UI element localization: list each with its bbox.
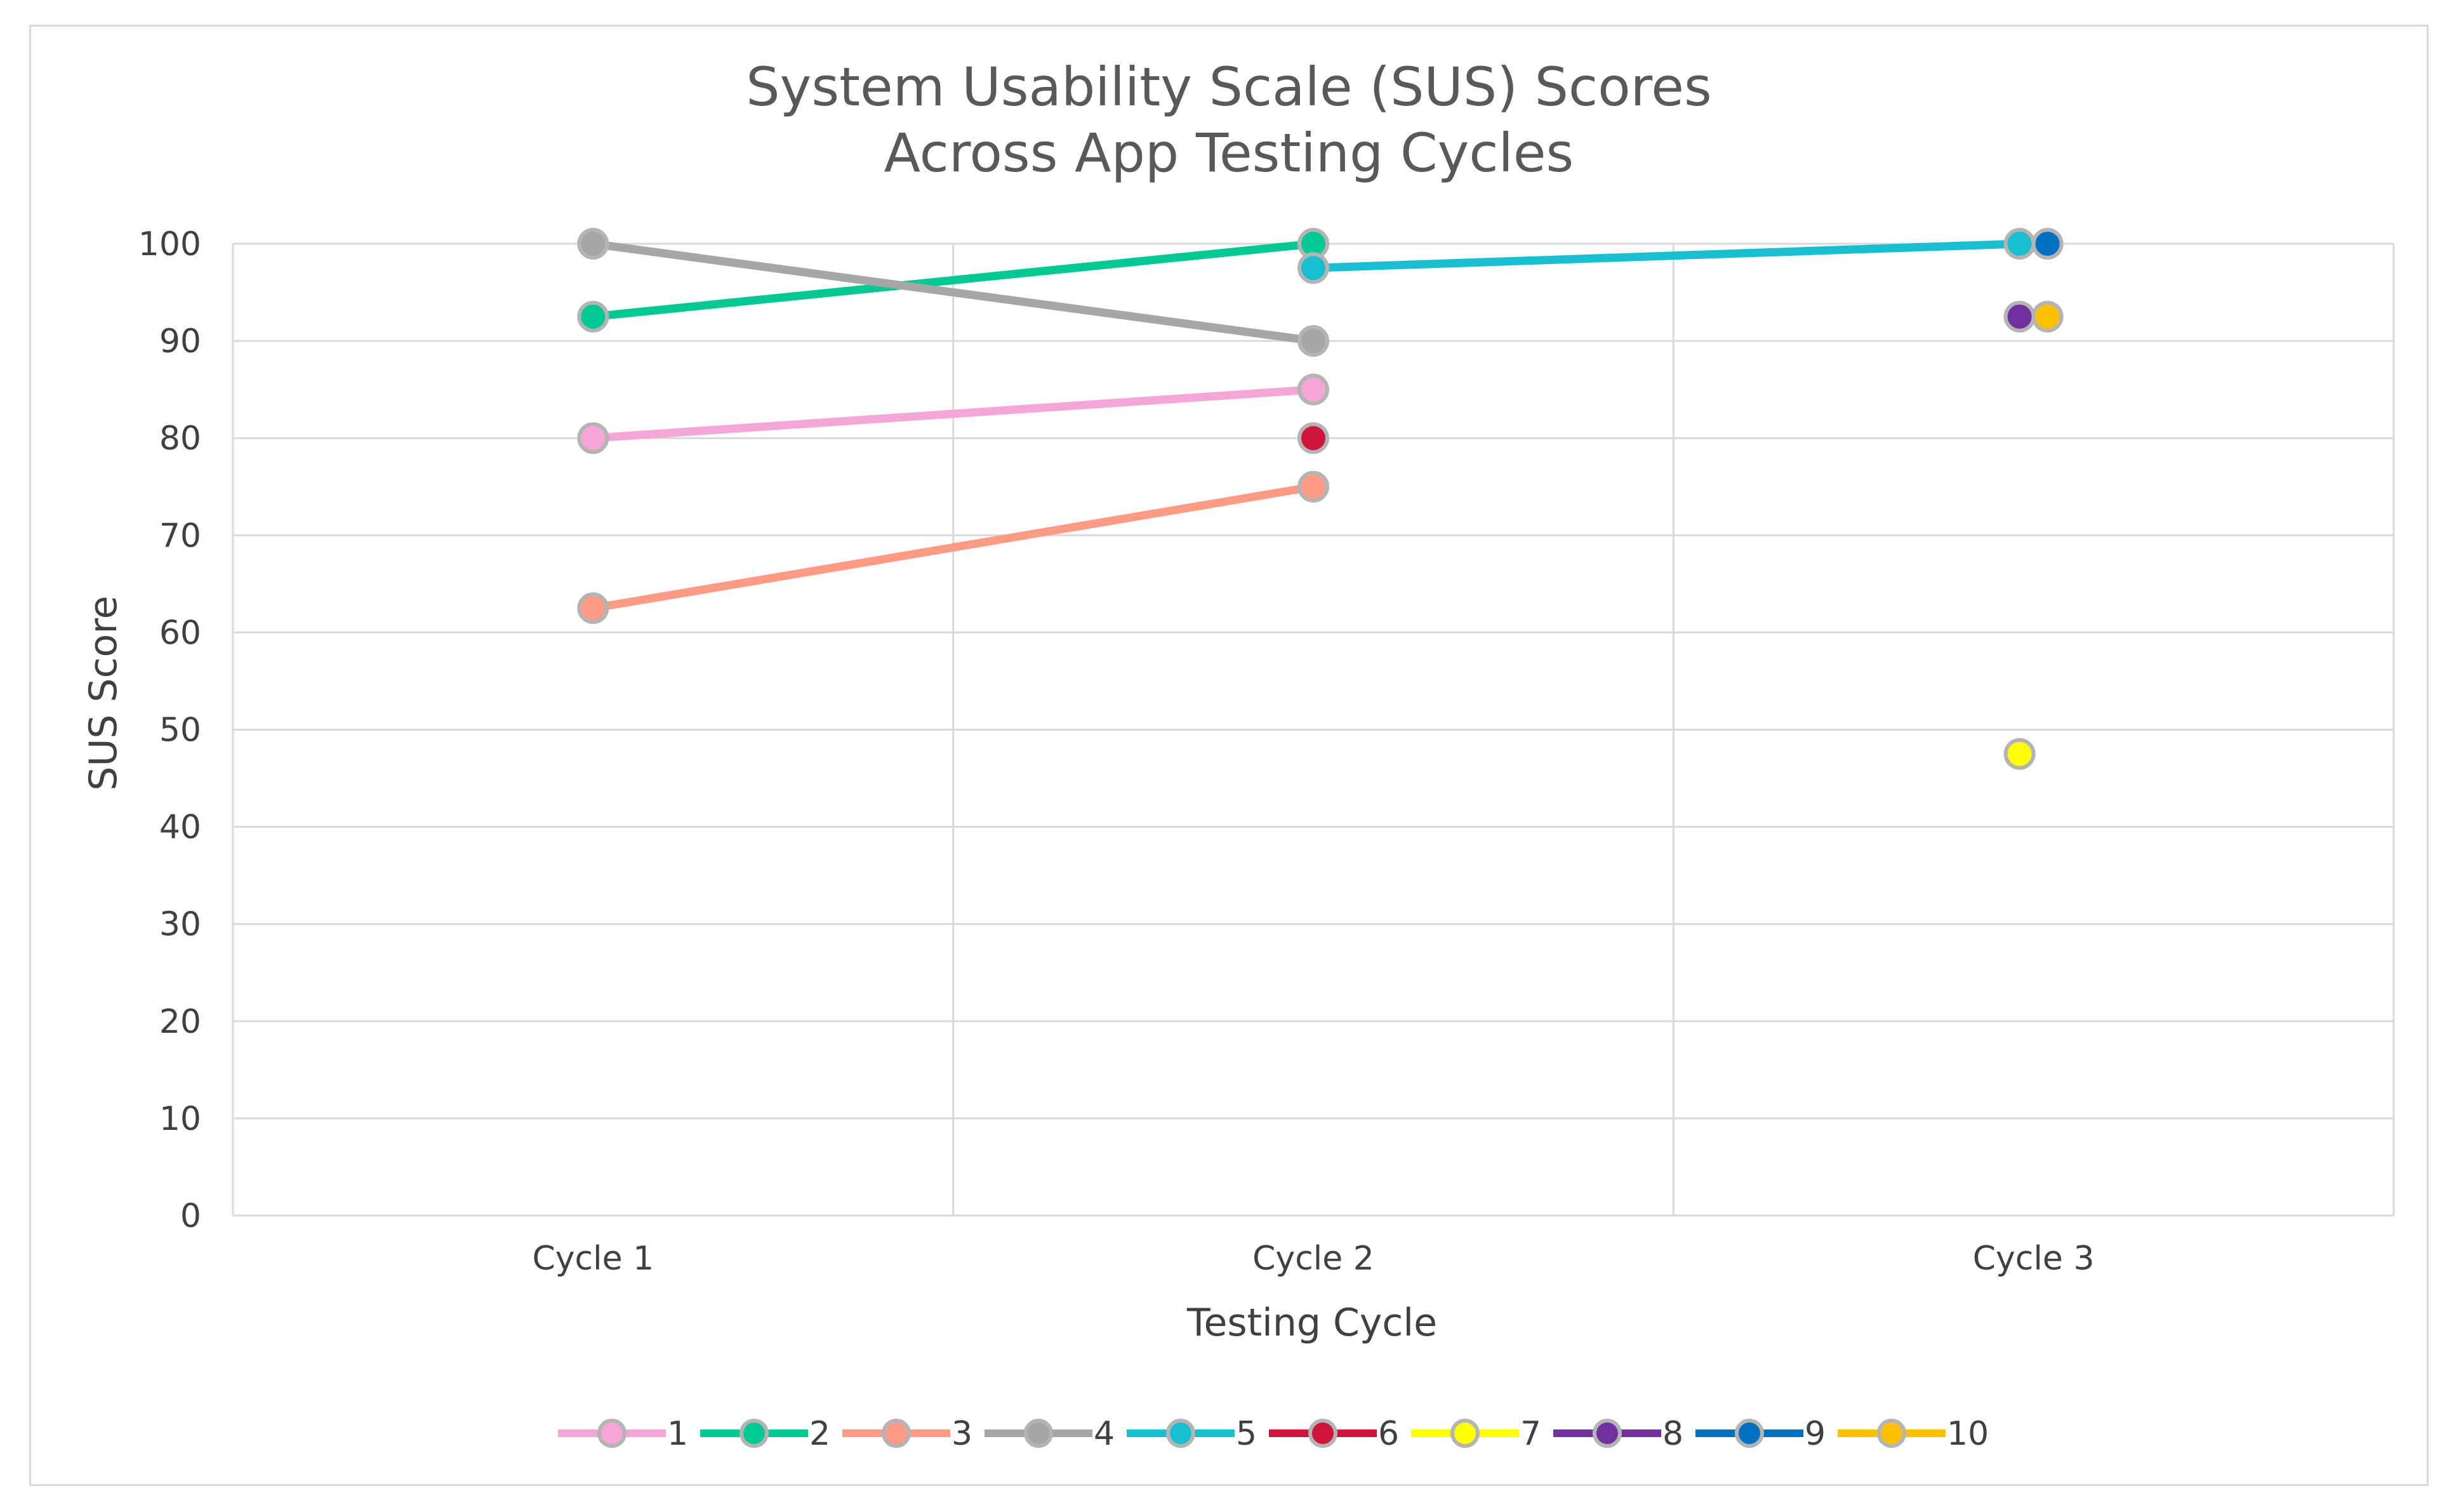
legend-item: 6: [1269, 1415, 1399, 1453]
series-8: [2003, 300, 2036, 333]
legend-marker: [1877, 1419, 1906, 1448]
y-tick-label: 90: [159, 322, 201, 361]
legend-label: 9: [1805, 1415, 1826, 1453]
legend-marker: [597, 1419, 627, 1448]
legend-label: 4: [1094, 1415, 1115, 1453]
y-tick-label: 40: [159, 809, 201, 847]
legend-label: 3: [952, 1415, 972, 1453]
data-point: [2031, 228, 2064, 260]
chart-title-line-2: Across App Testing Cycles: [884, 122, 1574, 184]
legend-item: 7: [1411, 1415, 1541, 1453]
legend-marker: [1450, 1419, 1480, 1448]
data-point: [1297, 470, 1329, 503]
data-point: [1297, 422, 1329, 454]
series-line: [592, 482, 1315, 613]
legend: 1 2 3 4 5 6 7 8 9 10: [558, 1415, 1989, 1453]
data-point: [1297, 373, 1329, 406]
series-6: [1297, 422, 1329, 454]
series-5: [1297, 228, 2036, 284]
legend-item: 2: [700, 1415, 830, 1453]
legend-item: 1: [558, 1415, 688, 1453]
series-9: [2031, 228, 2064, 260]
legend-item: 9: [1695, 1415, 1826, 1453]
series-line: [592, 239, 1314, 321]
y-tick-label: 30: [159, 906, 201, 944]
chart-title-line-1: System Usability Scale (SUS) Scores: [746, 56, 1711, 118]
series-1: [577, 373, 1329, 454]
x-axis-title: Testing Cycle: [1186, 1301, 1437, 1345]
y-tick-labels: 0 10 20 30 40 50 60 70 80 90 100: [138, 225, 201, 1235]
legend-marker: [1166, 1419, 1195, 1448]
legend-marker: [1735, 1419, 1764, 1448]
legend-label: 2: [809, 1415, 830, 1453]
data-point: [2003, 228, 2036, 260]
data-point: [577, 300, 609, 333]
x-tick-label: Cycle 3: [1973, 1240, 2095, 1278]
y-tick-label: 100: [138, 225, 201, 263]
series-3: [577, 470, 1329, 625]
legend-marker: [882, 1419, 911, 1448]
legend-label: 7: [1520, 1415, 1541, 1453]
legend-label: 1: [667, 1415, 688, 1453]
legend-marker: [739, 1419, 769, 1448]
data-point: [2031, 300, 2064, 333]
legend-item: 3: [842, 1415, 972, 1453]
x-tick-label: Cycle 1: [532, 1240, 654, 1278]
legend-marker: [1024, 1419, 1053, 1448]
series-4: [577, 228, 1329, 357]
y-tick-label: 70: [159, 517, 201, 555]
series-line: [592, 385, 1314, 442]
series-10: [2031, 300, 2064, 333]
legend-item: 8: [1553, 1415, 1683, 1453]
legend-label: 5: [1236, 1415, 1257, 1453]
data-point: [577, 228, 609, 260]
y-tick-label: 50: [159, 712, 201, 750]
series-line: [592, 239, 1314, 345]
data-point: [2003, 738, 2036, 770]
data-point: [2003, 300, 2036, 333]
legend-label: 8: [1662, 1415, 1683, 1453]
data-point: [577, 422, 609, 454]
legend-marker: [1593, 1419, 1622, 1448]
x-tick-label: Cycle 2: [1252, 1240, 1374, 1278]
legend-label: 6: [1378, 1415, 1399, 1453]
series-layer: [577, 228, 2064, 770]
y-tick-label: 20: [159, 1003, 201, 1041]
legend-item: 10: [1838, 1415, 1989, 1453]
data-point: [577, 592, 609, 625]
chart-frame: System Usability Scale (SUS) Scores Acro…: [29, 25, 2429, 1486]
y-axis-title: SUS Score: [81, 595, 126, 790]
series-line: [1313, 239, 2020, 272]
legend-label: 10: [1947, 1415, 1989, 1453]
y-tick-label: 80: [159, 420, 201, 458]
legend-marker: [1308, 1419, 1337, 1448]
x-tick-labels: Cycle 1 Cycle 2 Cycle 3: [532, 1240, 2094, 1278]
y-tick-label: 0: [180, 1197, 201, 1235]
chart-svg: System Usability Scale (SUS) Scores Acro…: [81, 56, 2395, 1453]
data-point: [1297, 325, 1329, 357]
series-7: [2003, 738, 2036, 770]
y-tick-label: 60: [159, 614, 201, 652]
legend-item: 4: [985, 1415, 1115, 1453]
data-point: [1297, 252, 1329, 284]
y-tick-label: 10: [159, 1100, 201, 1138]
legend-item: 5: [1127, 1415, 1257, 1453]
